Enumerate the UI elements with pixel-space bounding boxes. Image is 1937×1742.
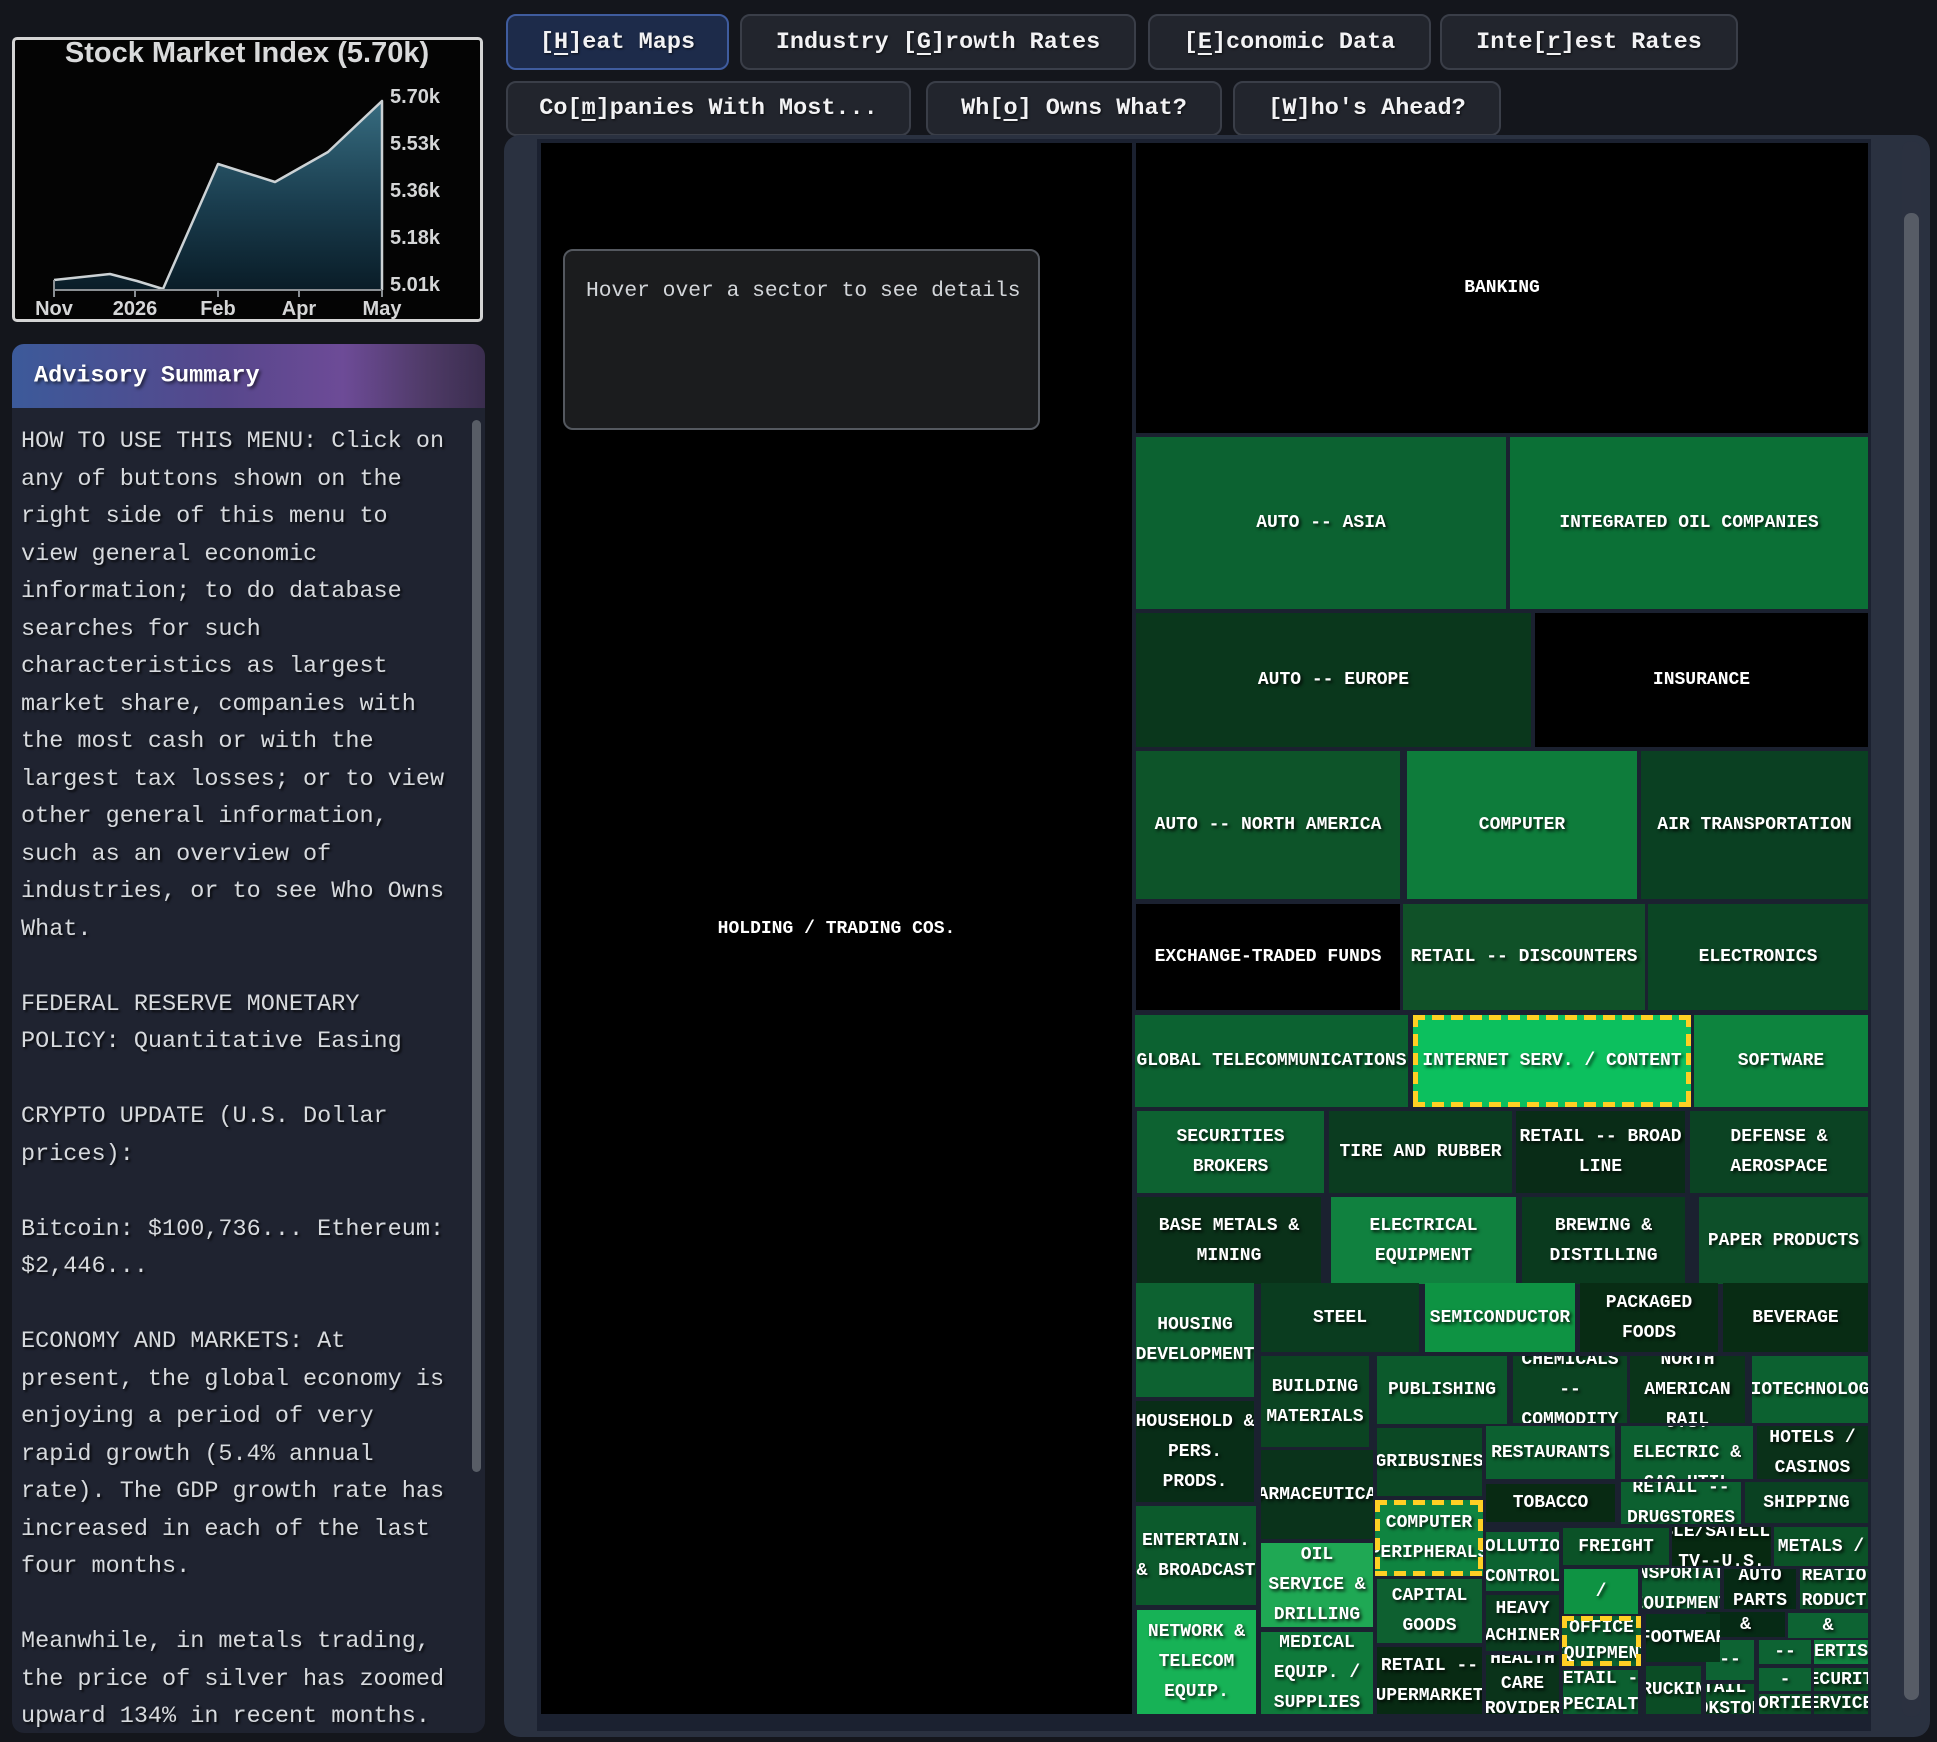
svg-text:5.70k: 5.70k	[390, 86, 441, 108]
svg-text:May: May	[363, 298, 403, 319]
svg-text:Apr: Apr	[282, 298, 317, 319]
svg-text:5.36k: 5.36k	[390, 180, 441, 202]
svg-text:Feb: Feb	[200, 298, 236, 319]
svg-text:2026: 2026	[113, 298, 158, 319]
svg-text:5.18k: 5.18k	[390, 227, 441, 249]
svg-text:5.53k: 5.53k	[390, 133, 441, 155]
svg-text:5.01k: 5.01k	[390, 274, 441, 296]
svg-text:Stock Market Index (5.70k): Stock Market Index (5.70k)	[65, 40, 429, 69]
svg-text:Nov: Nov	[35, 298, 74, 319]
